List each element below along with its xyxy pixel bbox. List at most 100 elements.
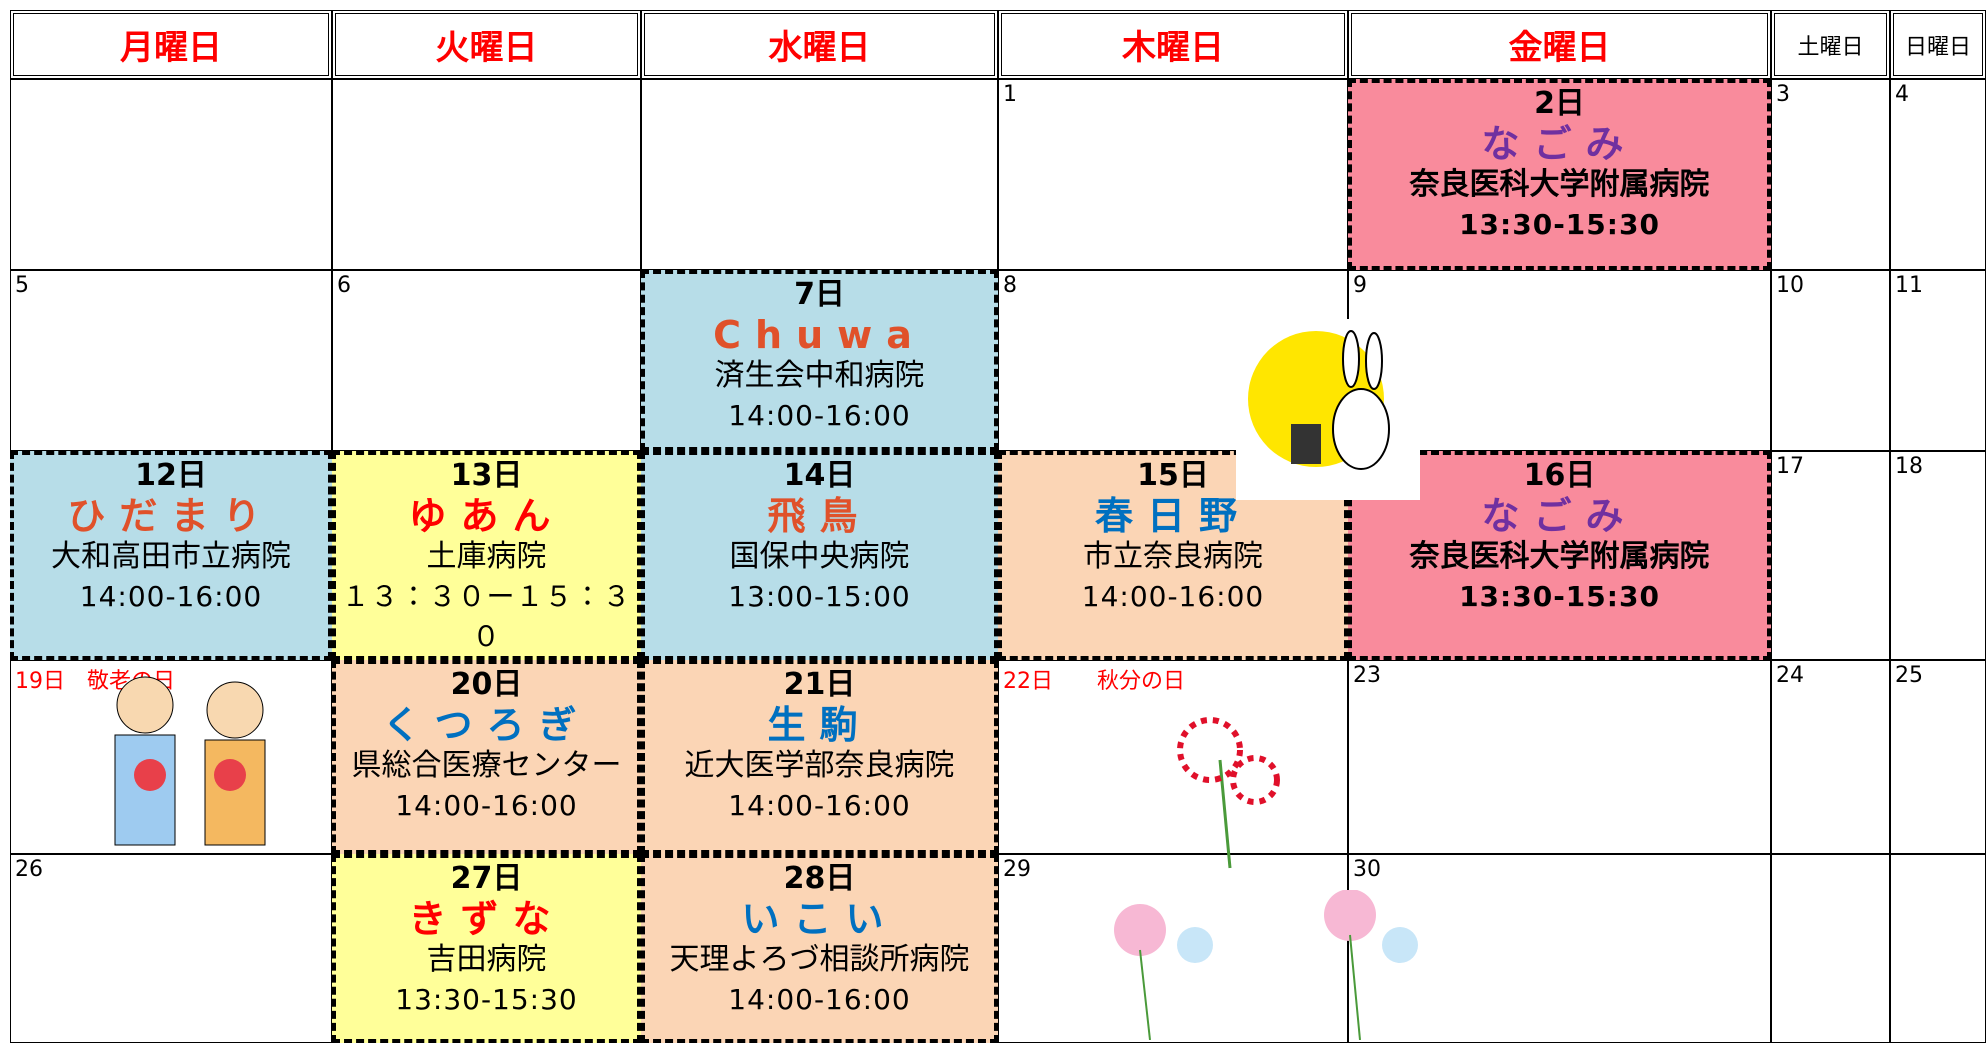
date-label: 17 [1776,454,1804,479]
day-cell: 3 [1771,79,1890,270]
day-cell: 25 [1890,660,1986,854]
time-range: １３：３０ー１５：３０ [341,580,632,653]
date-label: 27日 [450,861,523,896]
clinic-name: 生駒 [767,703,872,747]
time-range: 14:00-16:00 [395,789,578,822]
date-label: 26 [15,857,43,882]
day-cell: 26 [10,854,332,1043]
date-label: 5 [15,273,29,298]
day-header: 月曜日 [10,10,332,79]
date-label: 10 [1776,273,1804,298]
event-cell: 12日 ひだまり 大和高田市立病院 14:00-16:00 [10,451,332,660]
date-label: 15日 [1137,458,1209,493]
date-label: 21日 [783,667,856,702]
clinic-name: いこい [741,897,898,941]
time-range: 14:00-16:00 [728,789,911,822]
clinic-name: 飛鳥 [767,494,872,538]
day-header: 金曜日 [1348,10,1771,79]
time-range: 13:30-15:30 [395,983,578,1016]
date-label: 30 [1353,857,1381,882]
clinic-name: Chuwa [713,313,926,357]
hospital-name: 奈良医科大学附属病院 [1409,167,1710,202]
date-label: 29 [1003,857,1031,882]
date-label: 9 [1353,273,1367,298]
flower-illustration [1177,717,1280,869]
cosmos-illustration [1114,890,1418,1040]
event-cell: 28日 いこい 天理よろづ相談所病院 14:00-16:00 [641,854,998,1043]
hospital-name: 市立奈良病院 [1083,539,1263,574]
clinic-name: なごみ [1481,494,1638,538]
time-range: 13:30-15:30 [1459,580,1660,613]
date-label: 11 [1895,273,1923,298]
day-cell: 23 [1348,660,1771,854]
day-cell: 22日 秋分の日 [998,660,1348,854]
hospital-name: 近大医学部奈良病院 [684,748,955,783]
day-header: 水曜日 [641,10,998,79]
time-range: 13:00-15:00 [728,580,911,613]
date-label: 24 [1776,663,1804,688]
date-label: 12日 [135,458,207,493]
date-label: 14日 [783,458,856,493]
time-range: 14:00-16:00 [728,399,911,432]
time-range: 14:00-16:00 [728,983,911,1016]
date-label: 6 [337,273,351,298]
day-cell [10,79,332,270]
event-cell: 14日 飛鳥 国保中央病院 13:00-15:00 [641,451,998,660]
clinic-name: くつろぎ [382,703,591,747]
clinic-name: きずな [408,897,565,941]
day-cell: 6 [332,270,641,451]
date-label: 3 [1776,82,1790,107]
day-cell: 17 [1771,451,1890,660]
day-cell: 10 [1771,270,1890,451]
day-header: 日曜日 [1890,10,1986,79]
date-label: 22日 秋分の日 [1003,669,1185,694]
time-range: 13:30-15:30 [1459,208,1660,241]
event-cell: 20日 くつろぎ 県総合医療センター 14:00-16:00 [332,660,641,854]
event-cell: 27日 きずな 吉田病院 13:30-15:30 [332,854,641,1043]
day-cell: 19日 敬老の日 [10,660,332,854]
event-cell: 13日 ゆあん 土庫病院 １３：３０ー１５：３０ [332,451,641,660]
date-label: 4 [1895,82,1909,107]
day-cell [641,79,998,270]
day-cell: 4 [1890,79,1986,270]
day-cell: 18 [1890,451,1986,660]
event-cell: 21日 生駒 近大医学部奈良病院 14:00-16:00 [641,660,998,854]
date-label: 1 [1003,82,1017,107]
date-label: 13日 [450,458,523,493]
day-cell [332,79,641,270]
date-label: 2日 [1534,86,1585,121]
day-cell: 1 [998,79,1348,270]
hospital-name: 吉田病院 [426,942,547,977]
day-cell: 24 [1771,660,1890,854]
hospital-name: 大和高田市立病院 [51,539,291,574]
time-range: 14:00-16:00 [79,580,263,613]
date-label: 25 [1895,663,1923,688]
elderly-couple-illustration [114,676,266,846]
day-cell: 5 [10,270,332,451]
clinic-name: なごみ [1481,122,1638,166]
hospital-name: 奈良医科大学附属病院 [1409,539,1710,574]
hospital-name: 県総合医療センター [351,748,622,783]
day-cell: 11 [1890,270,1986,451]
date-label: 18 [1895,454,1923,479]
day-header: 木曜日 [998,10,1348,79]
clinic-name: 春日野 [1094,494,1251,538]
date-label: 23 [1353,663,1381,688]
event-cell: 7日 Chuwa 済生会中和病院 14:00-16:00 [641,270,998,451]
day-cell [1771,854,1890,1043]
moon-rabbit-illustration [1236,319,1420,500]
time-range: 14:00-16:00 [1081,580,1265,613]
day-header: 火曜日 [332,10,641,79]
hospital-name: 天理よろづ相談所病院 [669,942,970,977]
date-label: 20日 [450,667,523,702]
date-label: 8 [1003,273,1017,298]
day-cell [1890,854,1986,1043]
day-header: 土曜日 [1771,10,1890,79]
hospital-name: 国保中央病院 [729,539,910,574]
date-label: 28日 [783,861,856,896]
date-label: 16日 [1523,458,1596,493]
hospital-name: 済生会中和病院 [714,358,925,393]
clinic-name: ひだまり [67,494,275,538]
date-label: 7日 [794,277,845,312]
